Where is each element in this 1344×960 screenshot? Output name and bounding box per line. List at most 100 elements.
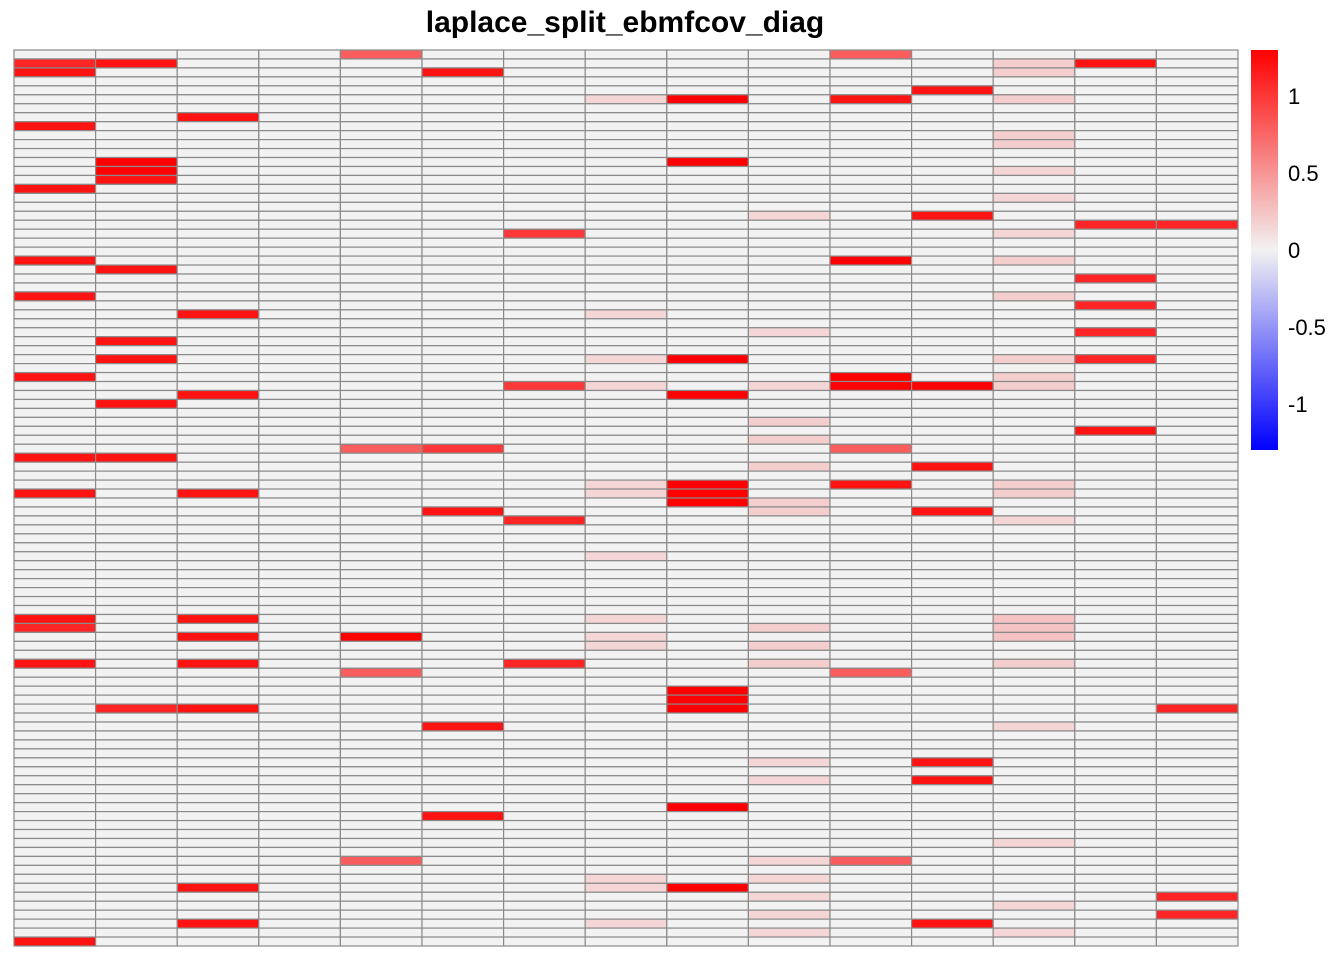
heatmap-cell [829,103,913,114]
heatmap-cell [829,452,913,463]
heatmap-cell [584,434,668,445]
heatmap-cell [829,398,913,410]
heatmap-cell [910,506,994,517]
heatmap-cell [421,201,505,212]
heatmap-cell [339,667,423,678]
heatmap-cell [176,237,260,248]
heatmap-cell [992,524,1076,535]
heatmap-cell [666,416,749,427]
heatmap-cell [176,470,260,481]
heatmap-cell [176,846,260,858]
heatmap-cell [910,309,994,320]
heatmap-cell [1155,846,1239,858]
heatmap-cell [258,658,341,669]
heatmap-cell [94,703,178,714]
heatmap-cell [503,210,586,221]
heatmap-cell [747,219,831,230]
heatmap-cell [503,461,586,472]
heatmap-cell [1074,524,1158,535]
heatmap-cell [421,130,505,141]
heatmap-cell [421,112,505,123]
heatmap-cell [1074,515,1158,526]
heatmap-cell [747,819,831,831]
heatmap-cell [747,703,831,714]
heatmap-cell [1155,291,1239,302]
heatmap-cell [503,282,586,293]
heatmap-cell [94,67,178,78]
heatmap-cell [94,237,178,248]
heatmap-cell [666,264,749,275]
heatmap-cell [992,766,1076,777]
heatmap-cell [1155,721,1239,732]
heatmap-cell [176,363,260,374]
heatmap-cell [13,909,97,920]
heatmap-cell [747,810,831,822]
heatmap-cell [339,882,423,893]
heatmap-cell [910,291,994,302]
heatmap-cell [747,336,831,347]
heatmap-cell [503,121,586,132]
heatmap-cell [503,479,586,490]
heatmap-cell [584,479,668,490]
heatmap-cell [910,703,994,714]
heatmap-cell [176,748,260,759]
heatmap-cell [339,497,423,508]
heatmap-cell [258,461,341,472]
heatmap-cell [829,819,913,831]
heatmap-cell [910,219,994,230]
heatmap-cell [13,174,97,186]
heatmap-cell [1074,147,1158,159]
heatmap-cell [992,560,1076,571]
heatmap-cell [666,721,749,732]
heatmap-cell [258,371,341,383]
heatmap-cell [992,345,1076,356]
heatmap-cell [258,264,341,275]
heatmap-cell [421,676,505,687]
heatmap-cell [666,882,749,893]
heatmap-cell [94,694,178,705]
heatmap-cell [176,210,260,221]
heatmap-cell [258,345,341,356]
heatmap-cell [176,318,260,329]
heatmap-cell [1155,730,1239,741]
heatmap-cell [339,282,423,293]
heatmap-cell [1155,210,1239,221]
heatmap-cell [1074,864,1158,875]
heatmap-cell [94,793,178,804]
heatmap-cell [176,354,260,365]
heatmap-cell [503,192,586,203]
heatmap-cell [421,658,505,669]
heatmap-cell [258,595,341,607]
heatmap-cell [747,586,831,598]
heatmap-cell [829,891,913,902]
heatmap-cell [910,425,994,436]
heatmap-cell [666,246,749,257]
heatmap-cell [13,828,97,840]
heatmap-cell [13,336,97,347]
heatmap-cell [339,712,423,723]
heatmap-cell [94,533,178,544]
heatmap-cell [666,219,749,230]
heatmap-cell [747,327,831,338]
heatmap-cell [747,228,831,239]
heatmap-cell [1155,936,1239,947]
heatmap-cell [94,578,178,589]
heatmap-cell [910,363,994,374]
heatmap-cell [666,622,749,634]
heatmap-cell [666,461,749,472]
heatmap-cell [176,67,260,78]
heatmap-cell [13,255,97,266]
heatmap-cell [747,112,831,123]
heatmap-cell [503,336,586,347]
heatmap-cell [421,828,505,840]
heatmap-cell [1155,174,1239,186]
heatmap-cell [992,354,1076,365]
heatmap-cell [747,569,831,580]
heatmap-cell [94,810,178,822]
heatmap-cell [747,210,831,221]
heatmap-cell [176,604,260,616]
heatmap-cell [747,156,831,168]
heatmap-cell [992,488,1076,499]
heatmap-cell [666,165,749,177]
heatmap-cell [421,94,505,105]
